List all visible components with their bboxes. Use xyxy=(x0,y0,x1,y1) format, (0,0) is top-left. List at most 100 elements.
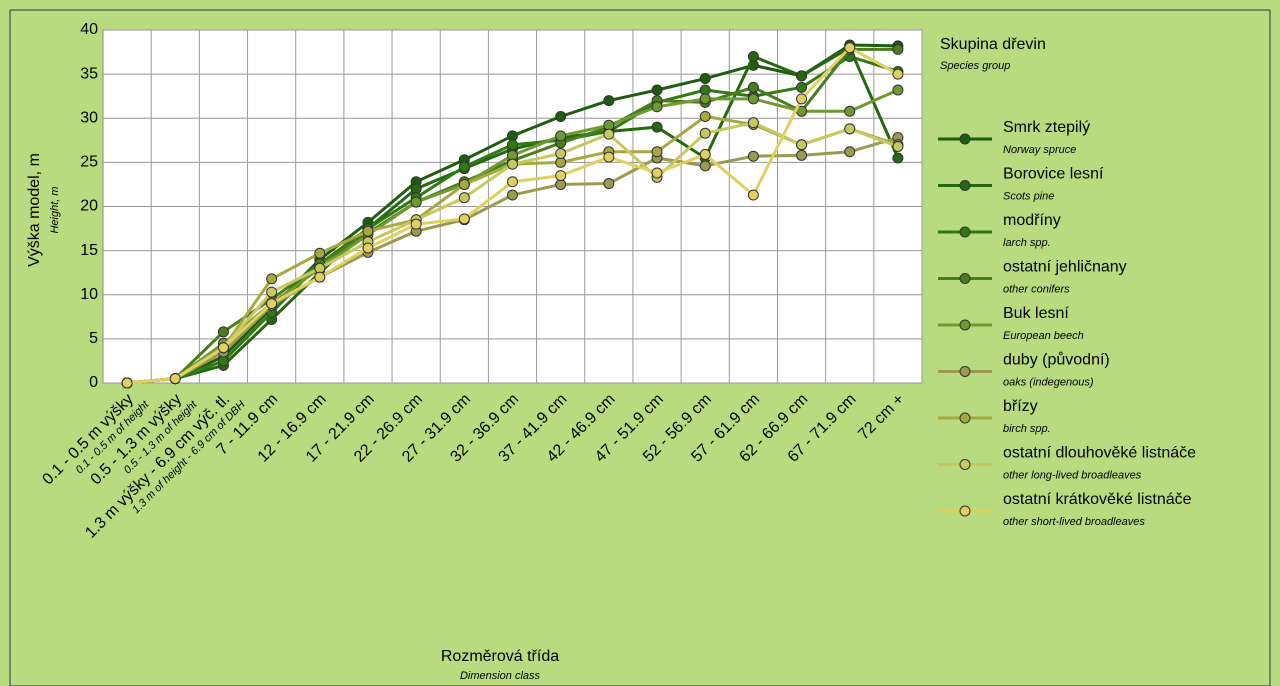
data-point xyxy=(603,95,615,107)
data-point xyxy=(603,128,615,140)
legend-marker xyxy=(959,459,971,470)
data-point xyxy=(266,298,278,310)
data-point xyxy=(169,373,181,385)
y-tick-label: 15 xyxy=(80,242,98,259)
data-point xyxy=(603,178,615,190)
data-point xyxy=(507,176,518,188)
legend-label: ostatní krátkověké listnáče xyxy=(1003,491,1192,508)
legend-marker xyxy=(959,412,971,424)
data-point xyxy=(314,247,326,259)
legend-label: duby (původní) xyxy=(1003,351,1110,369)
data-point xyxy=(217,342,229,354)
legend-sublabel: other short-lived broadleaves xyxy=(1003,516,1145,528)
data-point xyxy=(555,148,567,160)
data-point xyxy=(747,189,759,201)
data-point xyxy=(892,43,904,55)
legend-label: Buk lesní xyxy=(1003,305,1069,322)
legend-sublabel: Norway spruce xyxy=(1003,144,1076,156)
data-point xyxy=(892,84,904,96)
data-point xyxy=(747,81,759,93)
data-point xyxy=(699,148,711,160)
data-point xyxy=(555,130,567,142)
legend-marker xyxy=(959,133,971,145)
y-axis-label: Výška model, m xyxy=(26,153,43,267)
legend-label: Borovice lesní xyxy=(1003,166,1104,183)
y-axis-label-en: Height, m xyxy=(49,186,61,233)
y-tick-label: 30 xyxy=(80,109,98,126)
legend-label: ostatní dlouhověké listnáče xyxy=(1003,445,1196,462)
data-point xyxy=(892,68,904,80)
x-axis-label: Rozměrová třída xyxy=(441,648,559,665)
data-point xyxy=(651,101,663,113)
y-tick-label: 5 xyxy=(89,330,98,347)
legend-marker xyxy=(959,319,971,331)
data-point xyxy=(458,213,470,225)
x-axis-label-en: Dimension class xyxy=(460,670,541,682)
legend-marker xyxy=(959,273,971,284)
data-point xyxy=(458,178,470,190)
legend-title: Skupina dřevin xyxy=(940,36,1046,53)
data-point xyxy=(121,377,133,389)
data-point xyxy=(651,84,663,96)
y-tick-label: 35 xyxy=(80,65,98,82)
legend-label: modříny xyxy=(1003,212,1061,229)
legend-label: Smrk ztepilý xyxy=(1003,119,1090,136)
legend-sublabel: European beech xyxy=(1003,330,1084,342)
legend-subtitle: Species group xyxy=(940,60,1010,72)
data-point xyxy=(699,110,711,122)
data-point xyxy=(796,149,808,161)
data-point xyxy=(507,189,518,201)
data-point xyxy=(651,146,663,158)
data-point xyxy=(844,105,856,117)
data-point xyxy=(410,196,422,208)
data-point xyxy=(699,93,711,105)
data-point xyxy=(651,167,663,179)
data-point xyxy=(362,242,374,254)
data-point xyxy=(555,110,567,122)
data-point xyxy=(362,225,374,237)
legend-sublabel: Scots pine xyxy=(1003,190,1054,202)
data-point xyxy=(699,160,711,172)
data-point xyxy=(651,121,663,133)
data-point xyxy=(844,42,856,54)
data-point xyxy=(796,81,808,93)
data-point xyxy=(217,326,229,338)
data-point xyxy=(844,146,856,158)
data-point xyxy=(266,286,278,298)
data-point xyxy=(458,192,470,204)
data-point xyxy=(747,150,759,162)
data-point xyxy=(507,139,518,151)
data-point xyxy=(555,170,567,182)
legend-label: břízy xyxy=(1003,398,1038,415)
data-point xyxy=(796,93,808,105)
data-point xyxy=(410,218,422,230)
data-point xyxy=(458,161,470,173)
data-point xyxy=(892,140,904,152)
legend-sublabel: oaks (indegenous) xyxy=(1003,376,1094,388)
data-point xyxy=(603,151,615,163)
y-tick-label: 10 xyxy=(80,286,98,303)
data-point xyxy=(507,158,518,170)
legend-marker xyxy=(959,226,971,238)
data-point xyxy=(747,117,759,129)
data-point xyxy=(844,123,856,135)
data-point xyxy=(747,50,759,62)
data-point xyxy=(747,93,759,105)
legend-sublabel: larch spp. xyxy=(1003,237,1051,249)
data-point xyxy=(699,127,711,139)
legend-marker xyxy=(959,366,971,377)
y-tick-label: 25 xyxy=(80,154,98,171)
legend-sublabel: other long-lived broadleaves xyxy=(1003,469,1142,481)
legend-label: ostatní jehličnany xyxy=(1003,259,1127,276)
data-point xyxy=(314,271,326,283)
y-tick-label: 40 xyxy=(80,21,98,38)
y-tick-label: 0 xyxy=(89,374,98,391)
legend-marker xyxy=(959,505,971,517)
data-point xyxy=(796,70,808,82)
y-tick-label: 20 xyxy=(80,198,98,215)
legend-sublabel: birch spp. xyxy=(1003,423,1051,435)
data-point xyxy=(699,73,711,85)
legend-sublabel: other conifers xyxy=(1003,283,1070,295)
data-point xyxy=(892,152,904,164)
